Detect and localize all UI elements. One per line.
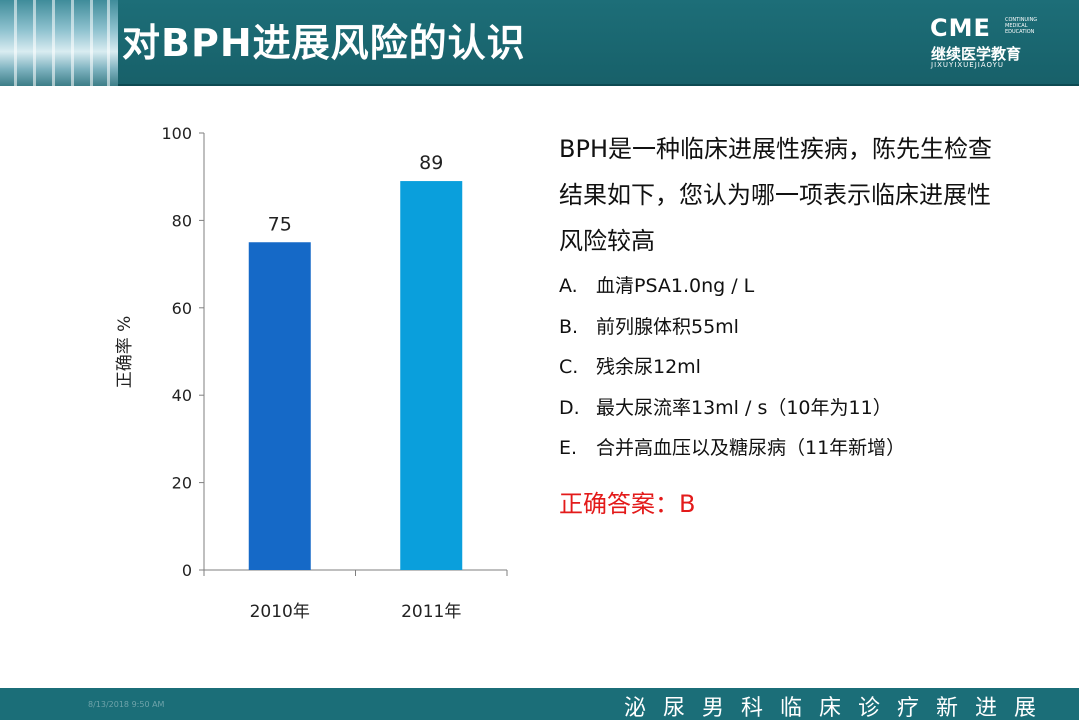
y-tick-label: 100 [161,124,192,143]
option-letter: A. [559,275,578,297]
option-letter: C. [559,356,579,378]
option-d: D. 最大尿流率13ml / s（10年为11） [559,388,1029,429]
slide-footer: 8/13/2018 9:50 AM 泌尿男科临床诊疗新进展 3 [0,688,1079,721]
option-e: E. 合并高血压以及糖尿病（11年新增） [559,428,1029,469]
logo-main-text: CME [930,14,991,42]
option-text: 合并高血压以及糖尿病（11年新增） [596,437,906,459]
bar-data-label: 75 [268,213,292,235]
option-letter: B. [559,315,579,338]
footer-page-number: 3 [978,700,984,709]
y-tick-label: 60 [172,299,192,318]
option-c: C. 残余尿12ml [559,347,1029,388]
cme-logo: CME CONTINUING MEDICAL EDUCATION 继续医学教育 … [930,14,1050,74]
y-axis-title: 正确率 % [115,316,135,389]
footer-slogan: 泌尿男科临床诊疗新进展 [624,696,1054,721]
header-divider [118,84,1079,86]
bar-1 [248,242,311,570]
footer-date: 8/13/2018 9:50 AM [88,700,165,709]
waterfall-photo [0,0,118,86]
x-tick-label: 2011年 [401,602,461,622]
option-text: 血清PSA1.0ng / L [596,275,755,297]
accuracy-bar-chart: 0 20 40 60 80 100 正确率 % 75 2010年 89 2011年 [115,124,508,622]
option-text: 最大尿流率13ml / s（10年为11） [596,396,892,419]
question-text: BPH是一种临床进展性疾病，陈先生检查结果如下，您认为哪一项表示临床进展性风险较… [559,135,992,255]
slide-header: 对BPH进展风险的认识 CME CONTINUING MEDICAL EDUCA… [0,0,1079,86]
option-text: 前列腺体积55ml [596,315,739,338]
option-letter: D. [559,396,580,419]
y-tick-label: 80 [172,211,192,230]
option-text: 残余尿12ml [596,356,701,378]
x-tick-label: 2010年 [250,602,310,622]
y-tick-label: 0 [182,561,192,580]
bar-2 [400,181,463,570]
options-list: A. 血清PSA1.0ng / L B. 前列腺体积55ml C. 残余尿12m… [559,266,1029,469]
bar-data-label: 89 [419,152,443,174]
logo-pinyin-text: JIXUYIXUEJIAOYU [931,61,1005,69]
y-tick-label: 40 [172,386,192,405]
option-b: B. 前列腺体积55ml [559,307,1029,348]
option-a: A. 血清PSA1.0ng / L [559,266,1029,307]
correct-answer: 正确答案：B [559,490,696,518]
y-tick-label: 20 [172,474,192,493]
option-letter: E. [559,437,578,459]
slide-title: 对BPH进展风险的认识 [122,21,526,65]
logo-chinese-text: 继续医学教育 [931,45,1022,63]
logo-small-text: CONTINUING MEDICAL EDUCATION [1005,17,1038,35]
